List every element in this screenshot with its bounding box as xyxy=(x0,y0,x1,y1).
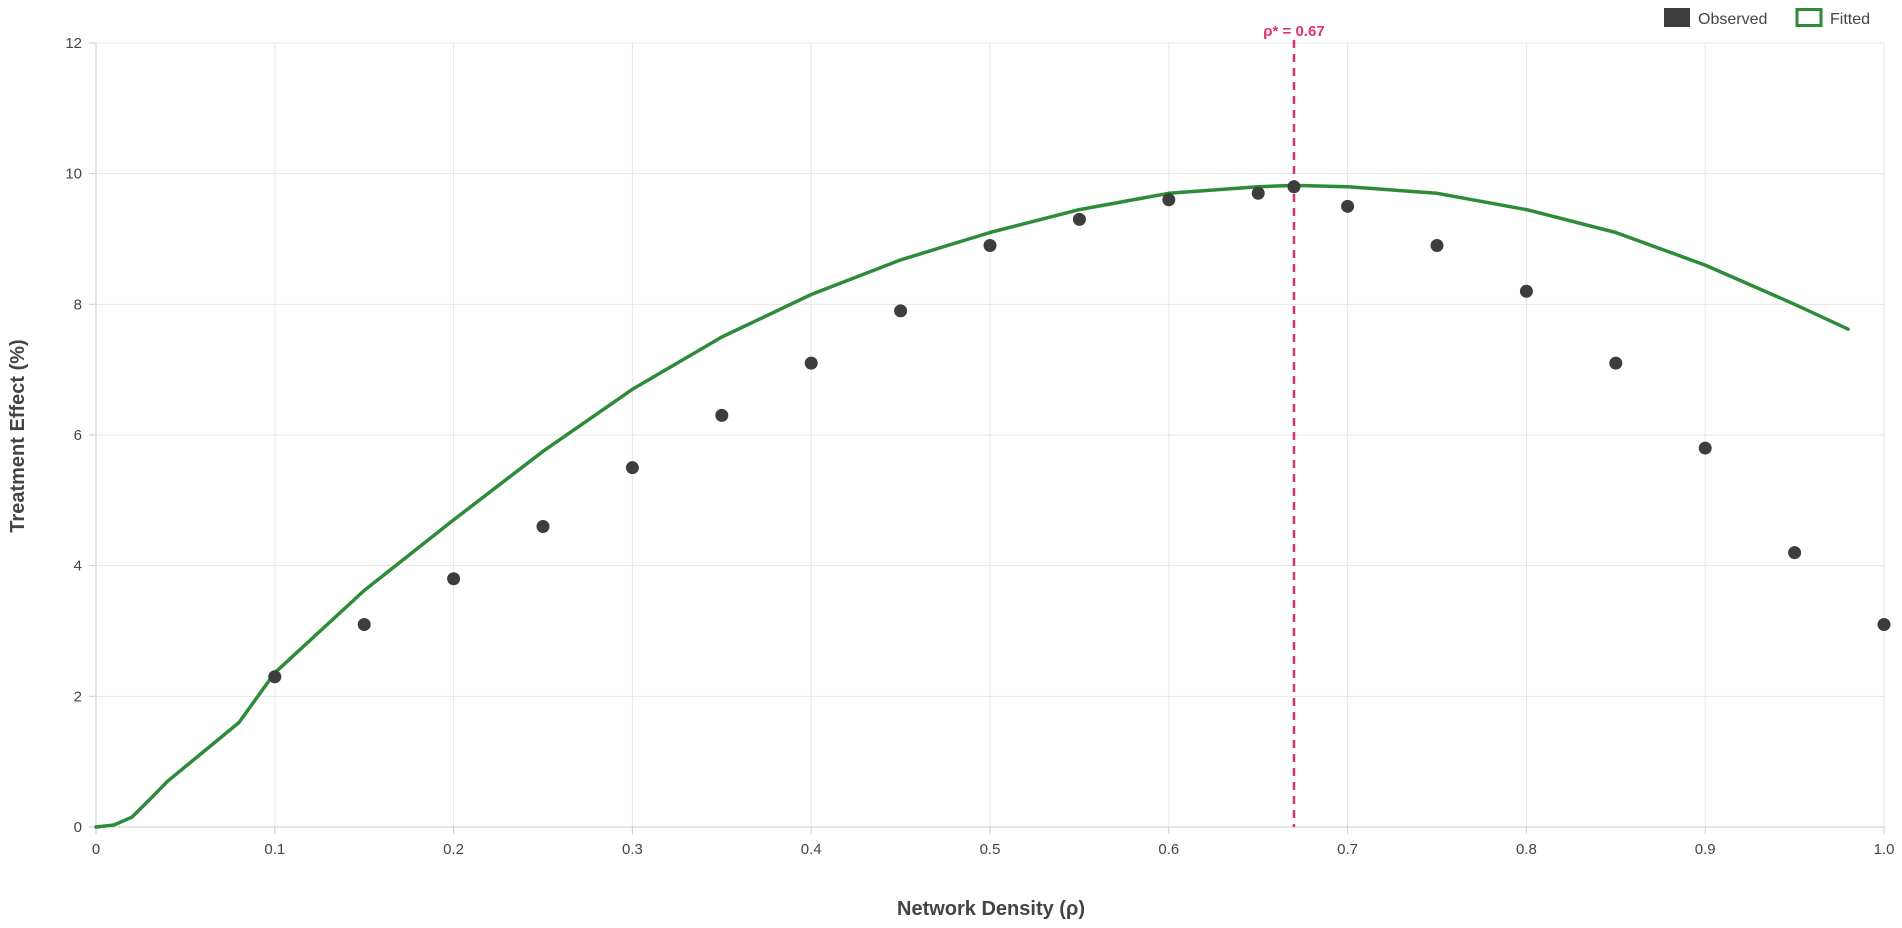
observed-point[interactable] xyxy=(894,304,908,318)
observed-series xyxy=(268,180,1891,684)
observed-point[interactable] xyxy=(447,572,461,586)
observed-point[interactable] xyxy=(536,519,550,533)
observed-point[interactable] xyxy=(804,356,818,370)
observed-point[interactable] xyxy=(1519,284,1533,298)
observed-point[interactable] xyxy=(1341,199,1355,213)
y-tick-label: 2 xyxy=(74,688,82,705)
legend-swatch-fitted xyxy=(1795,8,1823,27)
y-axis-ticks: 0 2 4 6 8 10 12 xyxy=(65,35,96,836)
observed-point[interactable] xyxy=(715,408,729,422)
observed-point[interactable] xyxy=(625,461,639,475)
x-tick-label: 0.8 xyxy=(1516,841,1537,858)
fitted-series xyxy=(94,183,1850,829)
observed-point[interactable] xyxy=(268,670,282,684)
grid-lines xyxy=(95,42,1885,828)
x-tick-label: 0.2 xyxy=(443,841,464,858)
legend-item-observed[interactable]: Observed xyxy=(1664,8,1767,28)
observed-point[interactable] xyxy=(1698,441,1712,455)
legend-swatch-observed xyxy=(1664,8,1690,27)
observed-point[interactable] xyxy=(1251,186,1265,200)
x-axis-ticks: 0 0.1 0.2 0.3 0.4 0.5 0.6 0.7 0.8 0.9 1.0 xyxy=(92,827,1895,858)
x-axis-title: Network Density (ρ) xyxy=(897,898,1085,920)
x-tick-label: 0 xyxy=(92,841,100,858)
legend-label-fitted: Fitted xyxy=(1830,11,1870,28)
optimum-annotation: ρ* = 0.67 xyxy=(1263,23,1325,827)
x-tick-label: 0.1 xyxy=(264,841,285,858)
observed-point[interactable] xyxy=(357,617,371,631)
legend-item-fitted[interactable]: Fitted xyxy=(1795,8,1870,29)
observed-point[interactable] xyxy=(983,239,997,253)
y-tick-label: 6 xyxy=(74,427,82,444)
x-tick-label: 0.6 xyxy=(1158,841,1179,858)
x-tick-label: 0.5 xyxy=(980,841,1001,858)
x-tick-label: 0.4 xyxy=(801,841,822,858)
y-tick-label: 4 xyxy=(74,558,82,575)
x-tick-label: 0.9 xyxy=(1695,841,1716,858)
y-tick-label: 8 xyxy=(74,296,82,313)
x-tick-label: 0.3 xyxy=(622,841,643,858)
observed-point[interactable] xyxy=(1072,212,1086,226)
observed-point[interactable] xyxy=(1877,617,1891,631)
y-axis-title: Treatment Effect (%) xyxy=(7,339,29,532)
x-tick-label: 1.0 xyxy=(1874,841,1895,858)
observed-point[interactable] xyxy=(1287,180,1301,194)
optimum-label: ρ* = 0.67 xyxy=(1263,23,1324,40)
y-tick-label: 12 xyxy=(65,35,82,52)
y-tick-label: 0 xyxy=(74,819,82,836)
observed-point[interactable] xyxy=(1788,546,1802,560)
y-tick-label: 10 xyxy=(65,166,82,183)
fitted-line xyxy=(94,183,1850,829)
observed-point[interactable] xyxy=(1430,239,1444,253)
legend: Observed Fitted xyxy=(1664,8,1870,28)
x-tick-label: 0.7 xyxy=(1337,841,1358,858)
observed-point[interactable] xyxy=(1162,193,1176,207)
legend-label-observed: Observed xyxy=(1698,11,1767,28)
observed-point[interactable] xyxy=(1609,356,1623,370)
